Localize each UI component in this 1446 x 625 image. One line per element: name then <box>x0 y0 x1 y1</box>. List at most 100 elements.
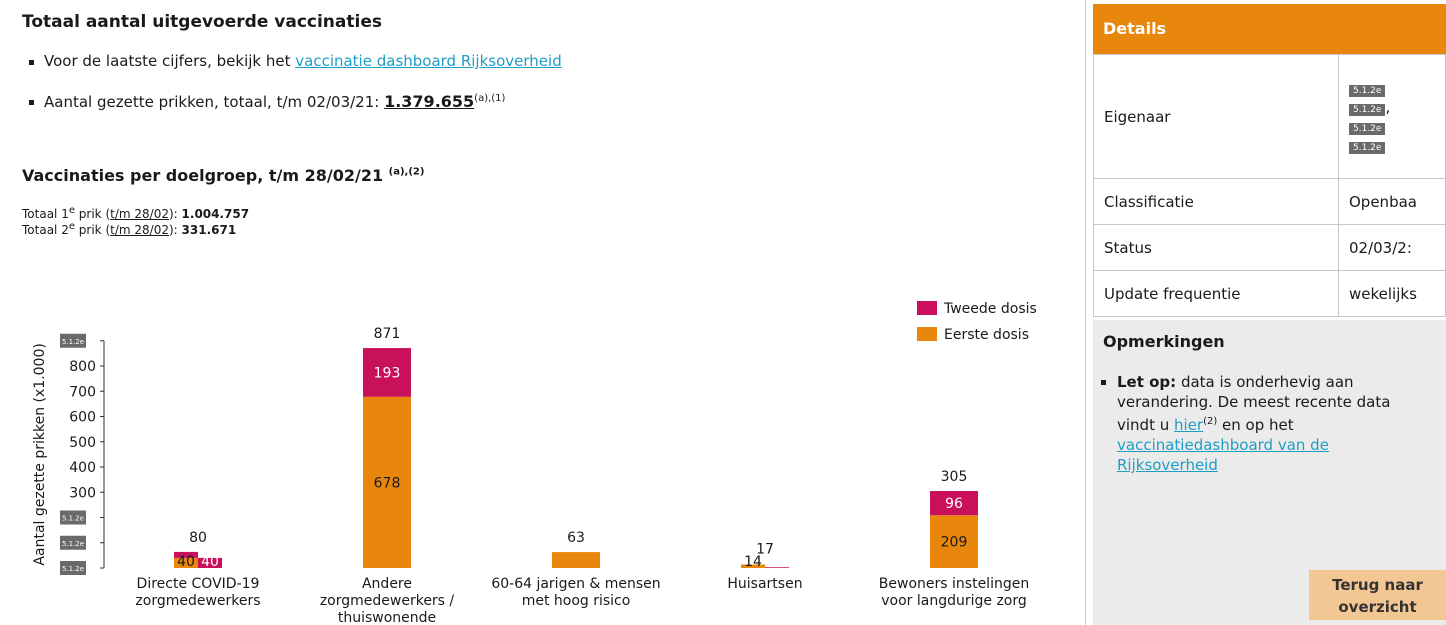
redaction-text: 5.1.2e <box>62 338 84 346</box>
total-label: 17 <box>756 542 774 558</box>
footnote: (a),(2) <box>388 166 425 178</box>
details-value: 02/03/2: <box>1338 224 1446 271</box>
table-row: Eigenaar 5.1.2e 5.1.2e, 5.1.2e 5.1.2e <box>1093 54 1446 179</box>
bullet-text: Aantal gezette prikken, totaal, t/m 02/0… <box>44 93 385 111</box>
y-tick-label: 400 <box>69 460 96 476</box>
remarks-text: Let op: data is onderhevig aan veranderi… <box>1101 372 1427 475</box>
redaction-text: 5.1.2e <box>62 540 84 548</box>
x-tick-label: met hoog risico <box>522 593 631 609</box>
list-item: Aantal gezette prikken, totaal, t/m 02/0… <box>28 92 505 111</box>
x-tick-label: zorgmedewerkers <box>135 593 260 609</box>
sup: e <box>68 221 75 232</box>
label: ): <box>168 223 182 237</box>
sup: e <box>68 205 75 216</box>
y-tick-label: 800 <box>69 359 96 375</box>
section-title: Vaccinaties per doelgroep, t/m 28/02/21 … <box>22 166 424 185</box>
section-title-text: Vaccinaties per doelgroep, t/m 28/02/21 <box>22 166 384 185</box>
legend-swatch-eerste-dosis <box>917 327 937 341</box>
total-first-dose: Totaal 1e prik (t/m 28/02): 1.004.757 <box>22 205 249 221</box>
back-to-overview-button[interactable]: Terug naar overzicht <box>1309 570 1446 620</box>
footnote: (2) <box>1203 416 1218 427</box>
total-label: 80 <box>189 530 207 546</box>
total-second-dose: Totaal 2e prik (t/m 28/02): 331.671 <box>22 221 236 237</box>
total-label: 871 <box>374 326 401 342</box>
bar-eerste-dosis <box>174 557 198 568</box>
label: Totaal 1 <box>22 207 69 221</box>
button-label: overzicht <box>1338 598 1417 616</box>
remarks-text-part: data is onderhevig aan verandering. De m… <box>1117 373 1391 434</box>
bullet-text: Voor de laatste cijfers, bekijk het <box>44 52 296 70</box>
details-value: , <box>1385 97 1391 116</box>
label: prik ( <box>74 207 111 221</box>
page-title: Totaal aantal uitgevoerde vaccinaties <box>22 12 382 32</box>
x-tick-label: 60-64 jarigen & mensen <box>491 576 660 592</box>
bar-tweede-dosis <box>198 557 222 568</box>
data-label: 40 <box>201 554 219 570</box>
label: prik ( <box>74 223 111 237</box>
x-tick-label: Bewoners instelingen <box>879 576 1029 592</box>
redaction-stamp <box>60 333 86 348</box>
redaction-text: 5.1.2e <box>62 515 84 523</box>
remarks-text-part: en op het <box>1217 416 1294 434</box>
bullet-list: Voor de laatste cijfers, bekijk het vacc… <box>28 52 562 70</box>
redaction-stamp: 5.1.2e <box>1349 141 1386 154</box>
label: ): <box>168 207 182 221</box>
details-label: Classificatie <box>1093 178 1339 225</box>
x-tick-label: Huisartsen <box>727 576 802 592</box>
remarks-title: Opmerkingen <box>1103 332 1225 351</box>
data-label: 14 <box>744 554 762 570</box>
legend-label: Eerste dosis <box>944 327 1029 343</box>
details-value-redacted: 5.1.2e 5.1.2e, 5.1.2e 5.1.2e <box>1338 54 1446 179</box>
total-label: 63 <box>567 530 585 546</box>
button-label: Terug naar <box>1332 576 1423 594</box>
bullet-list-2: Aantal gezette prikken, totaal, t/m 02/0… <box>28 92 505 111</box>
y-axis-label: Aantal gezette prikken (x1.000) <box>32 343 48 565</box>
list-item: Voor de laatste cijfers, bekijk het vacc… <box>28 52 562 70</box>
bar-eerste-dosis <box>930 515 978 568</box>
here-link[interactable]: hier <box>1174 416 1204 434</box>
x-tick-label: zorgmedewerkers / <box>320 593 455 609</box>
redaction-stamp <box>60 510 86 525</box>
bar-eerste-dosis <box>552 552 600 568</box>
redaction-stamp <box>60 561 86 575</box>
date-link[interactable]: t/m 28/02 <box>110 207 169 221</box>
bar-tweede-dosis <box>765 567 789 568</box>
main-content: Totaal aantal uitgevoerde vaccinaties Vo… <box>22 0 1086 625</box>
data-label: 96 <box>945 496 963 512</box>
bar-tweede-dosis <box>363 348 411 397</box>
redaction-stamp: 5.1.2e <box>1349 84 1386 97</box>
details-table: Eigenaar 5.1.2e 5.1.2e, 5.1.2e 5.1.2e Cl… <box>1093 54 1446 317</box>
label: Totaal 2 <box>22 223 69 237</box>
y-tick-label: 600 <box>69 410 96 426</box>
redaction-stamp: 5.1.2e <box>1349 122 1386 135</box>
data-label: 3 <box>773 554 782 570</box>
details-panel: Details Eigenaar 5.1.2e 5.1.2e, 5.1.2e 5… <box>1093 4 1446 317</box>
remarks-bold: Let op: <box>1117 373 1177 391</box>
y-tick-label: 300 <box>69 485 96 501</box>
data-label: 193 <box>374 365 401 381</box>
redaction-stamp <box>60 535 86 550</box>
vaccination-dashboard-link[interactable]: vaccinatiedashboard van de Rijksoverheid <box>1117 436 1329 474</box>
data-label: 678 <box>374 475 401 491</box>
table-row: Status 02/03/2: <box>1093 224 1446 271</box>
date-link[interactable]: t/m 28/02 <box>110 223 169 237</box>
total-value: 1.379.655 <box>384 92 475 111</box>
x-tick-label: Directe COVID-19 <box>137 576 260 592</box>
dashboard-link[interactable]: vaccinatie dashboard Rijksoverheid <box>295 52 562 70</box>
y-tick-label: 700 <box>69 384 96 400</box>
details-label: Eigenaar <box>1093 54 1339 179</box>
bar-eerste-dosis <box>741 564 765 568</box>
total-label: 305 <box>941 469 968 485</box>
value: 331.671 <box>181 223 237 237</box>
bar-tweede-dosis-cap <box>174 551 198 558</box>
redaction-stamp: 5.1.2e <box>1349 103 1386 116</box>
redaction-text: 5.1.2e <box>62 565 84 573</box>
data-label: 209 <box>941 535 968 551</box>
data-label: 40 <box>177 554 195 570</box>
x-tick-label: Andere <box>362 576 412 592</box>
vaccination-chart: 300 400 500 600 700 800 5.1.2e 5.1.2e 5.1.2e 5.1.… <box>32 301 1037 625</box>
table-row: Update frequentie wekelijks <box>1093 270 1446 317</box>
details-header: Details <box>1093 4 1446 54</box>
value: 1.004.757 <box>181 207 250 221</box>
legend-label: Tweede dosis <box>943 301 1037 317</box>
